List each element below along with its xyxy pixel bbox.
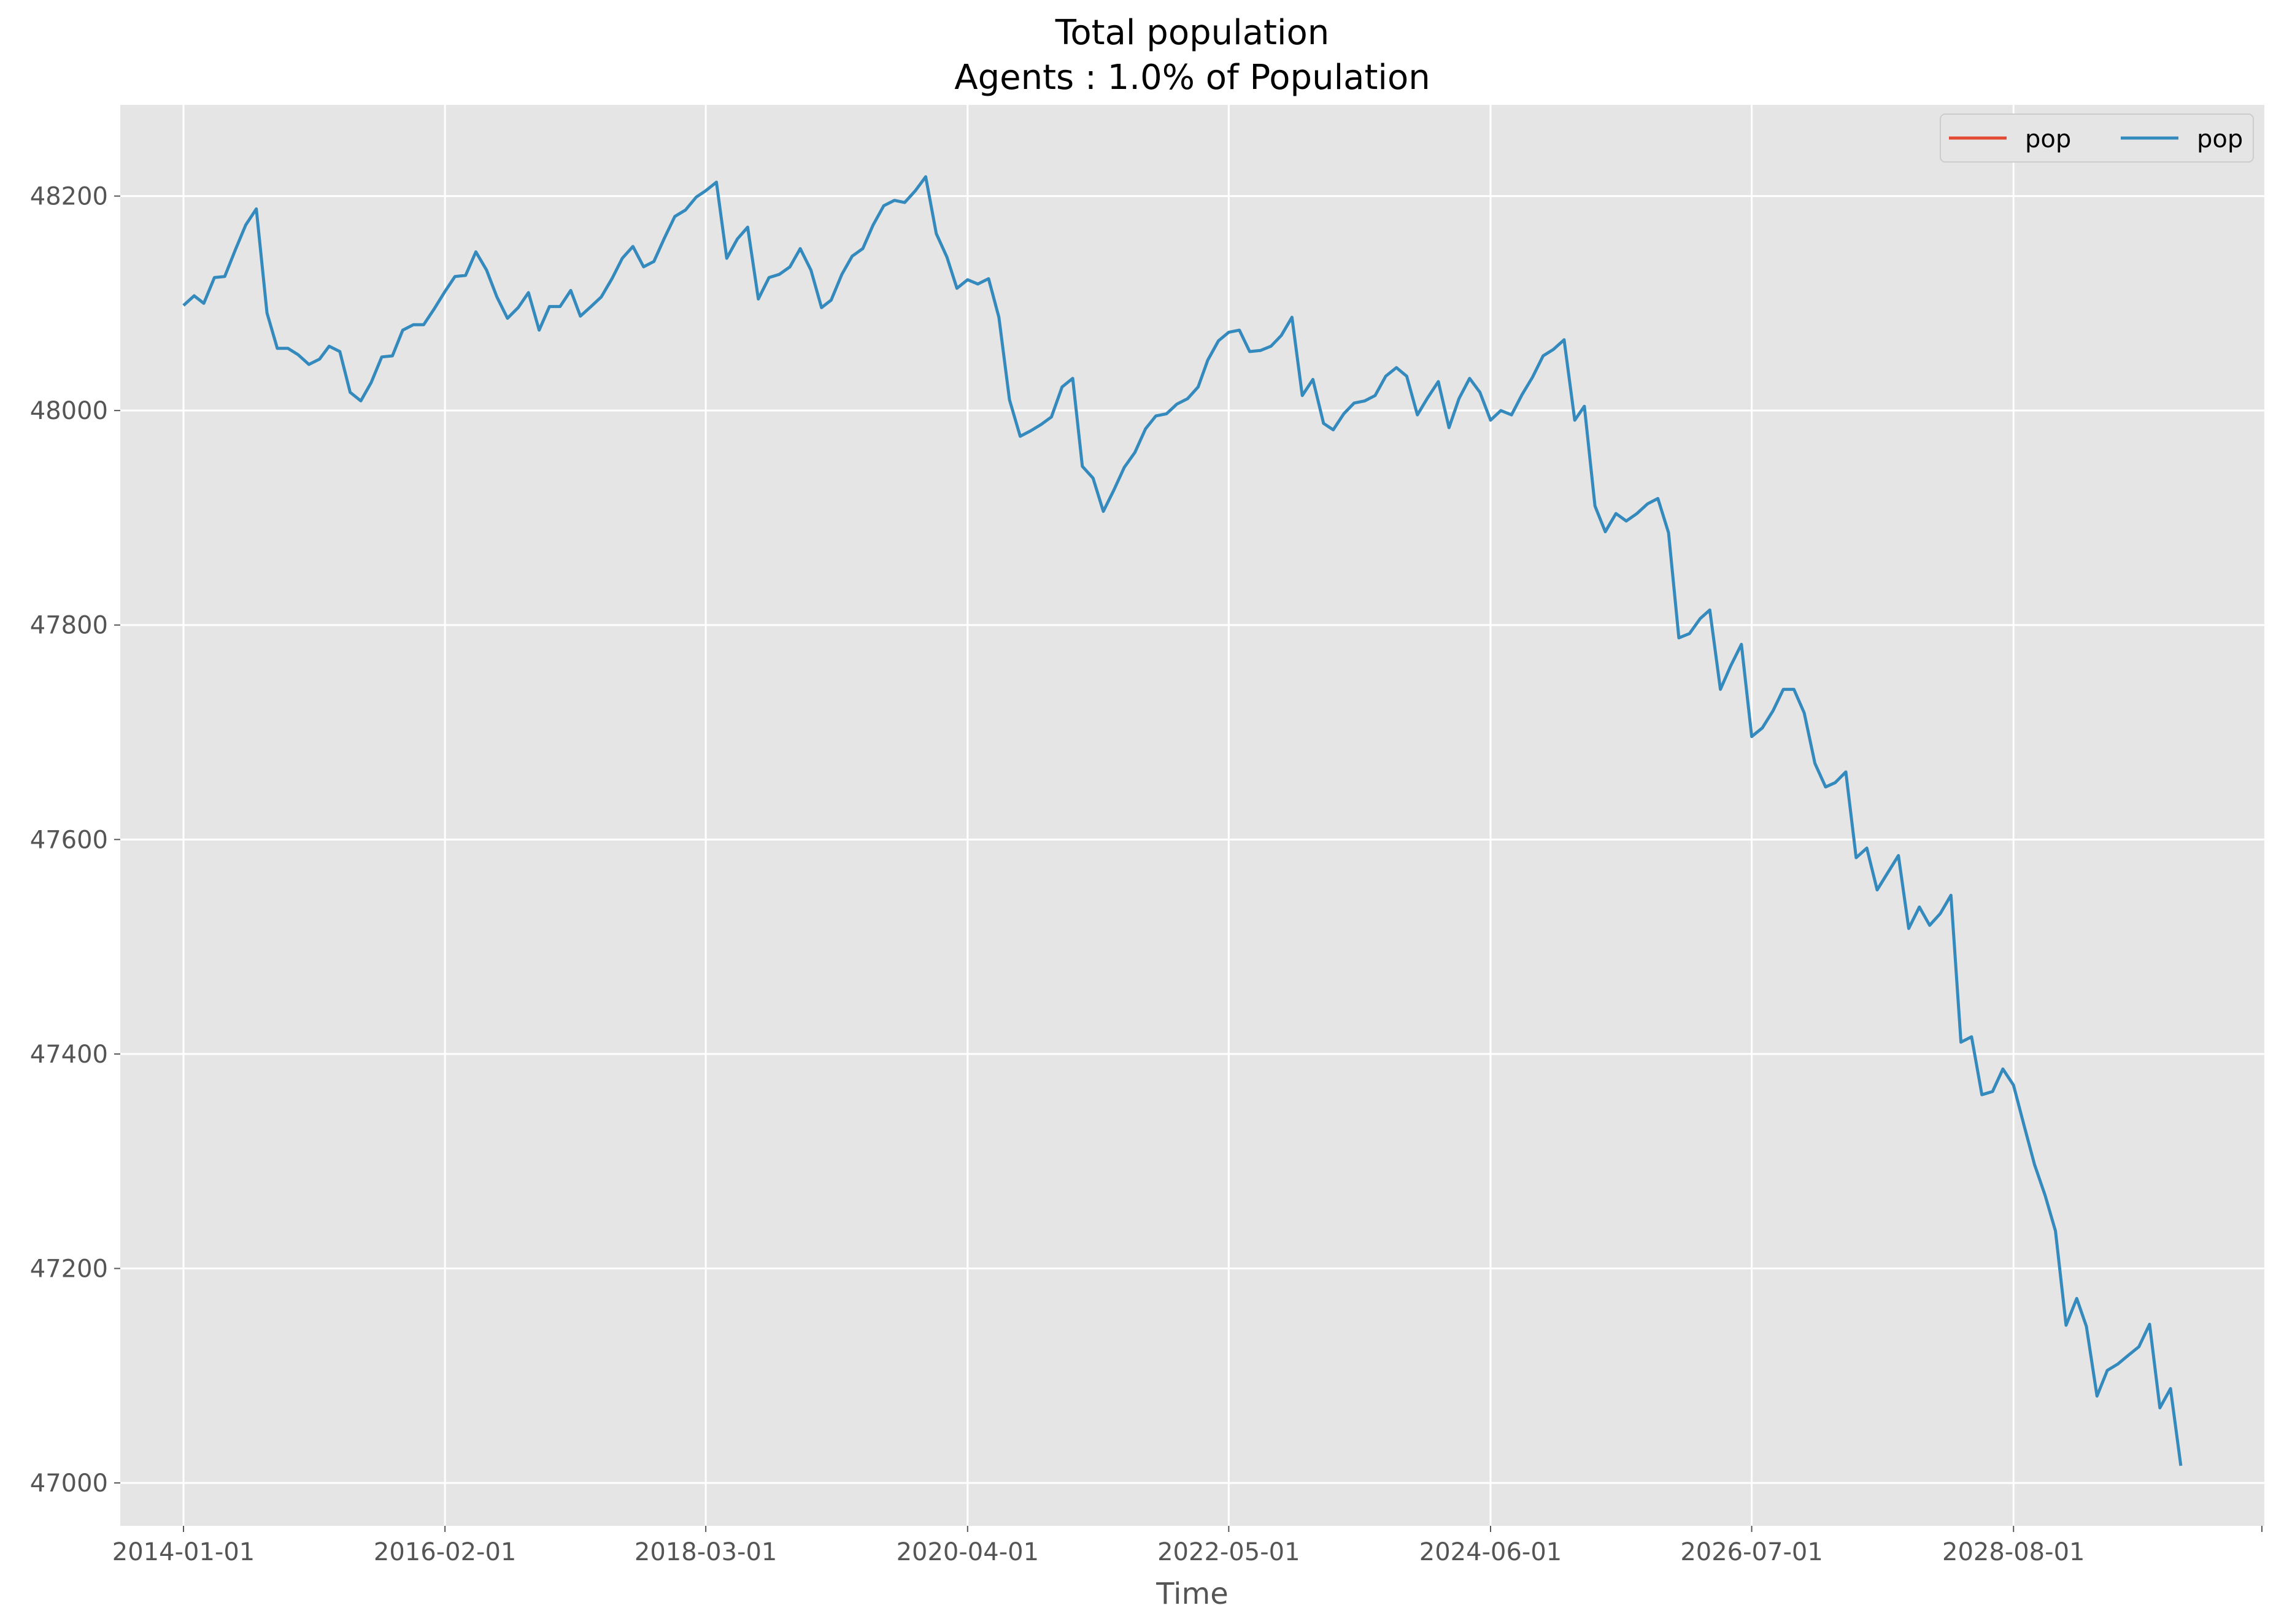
y-axis: 47000 47200 47400 47600 47800 48000 48200 bbox=[30, 183, 120, 1498]
chart-title: Total population bbox=[1055, 13, 1330, 53]
grid-lines bbox=[120, 105, 2264, 1526]
legend-frame bbox=[1940, 114, 2254, 163]
x-tick-label: 2026-07-01 bbox=[1680, 1538, 1823, 1566]
x-tick-label: 2020-04-01 bbox=[897, 1538, 1039, 1566]
chart-subtitle: Agents : 1.0% of Population bbox=[954, 58, 1430, 98]
plot-area bbox=[120, 105, 2264, 1526]
y-tick-label: 47400 bbox=[30, 1041, 108, 1069]
y-tick-label: 48000 bbox=[30, 397, 108, 425]
y-tick-label: 47600 bbox=[30, 826, 108, 854]
y-tick-label: 47000 bbox=[30, 1469, 108, 1498]
legend-label-pop-1: pop bbox=[2025, 125, 2071, 153]
x-tick-label: 2022-05-01 bbox=[1157, 1538, 1300, 1566]
series-line-pop-2 bbox=[182, 175, 2183, 1466]
series-lines bbox=[182, 175, 2183, 1466]
legend[interactable]: pop pop bbox=[1940, 114, 2254, 163]
y-tick-label: 48200 bbox=[30, 183, 108, 211]
x-tick-label: 2024-06-01 bbox=[1419, 1538, 1562, 1566]
legend-label-pop-2: pop bbox=[2197, 125, 2243, 153]
x-axis-label: Time bbox=[1155, 1577, 1228, 1611]
x-tick-label: 2028-08-01 bbox=[1942, 1538, 2085, 1566]
y-tick-label: 47200 bbox=[30, 1255, 108, 1283]
x-tick-label: 2014-01-01 bbox=[112, 1538, 255, 1566]
y-tick-label: 47800 bbox=[30, 612, 108, 640]
x-tick-label: 2018-03-01 bbox=[635, 1538, 777, 1566]
x-axis: 2014-01-01 2016-02-01 2018-03-01 2020-04-01… bbox=[112, 1526, 2262, 1566]
x-tick-label: 2016-02-01 bbox=[374, 1538, 516, 1566]
